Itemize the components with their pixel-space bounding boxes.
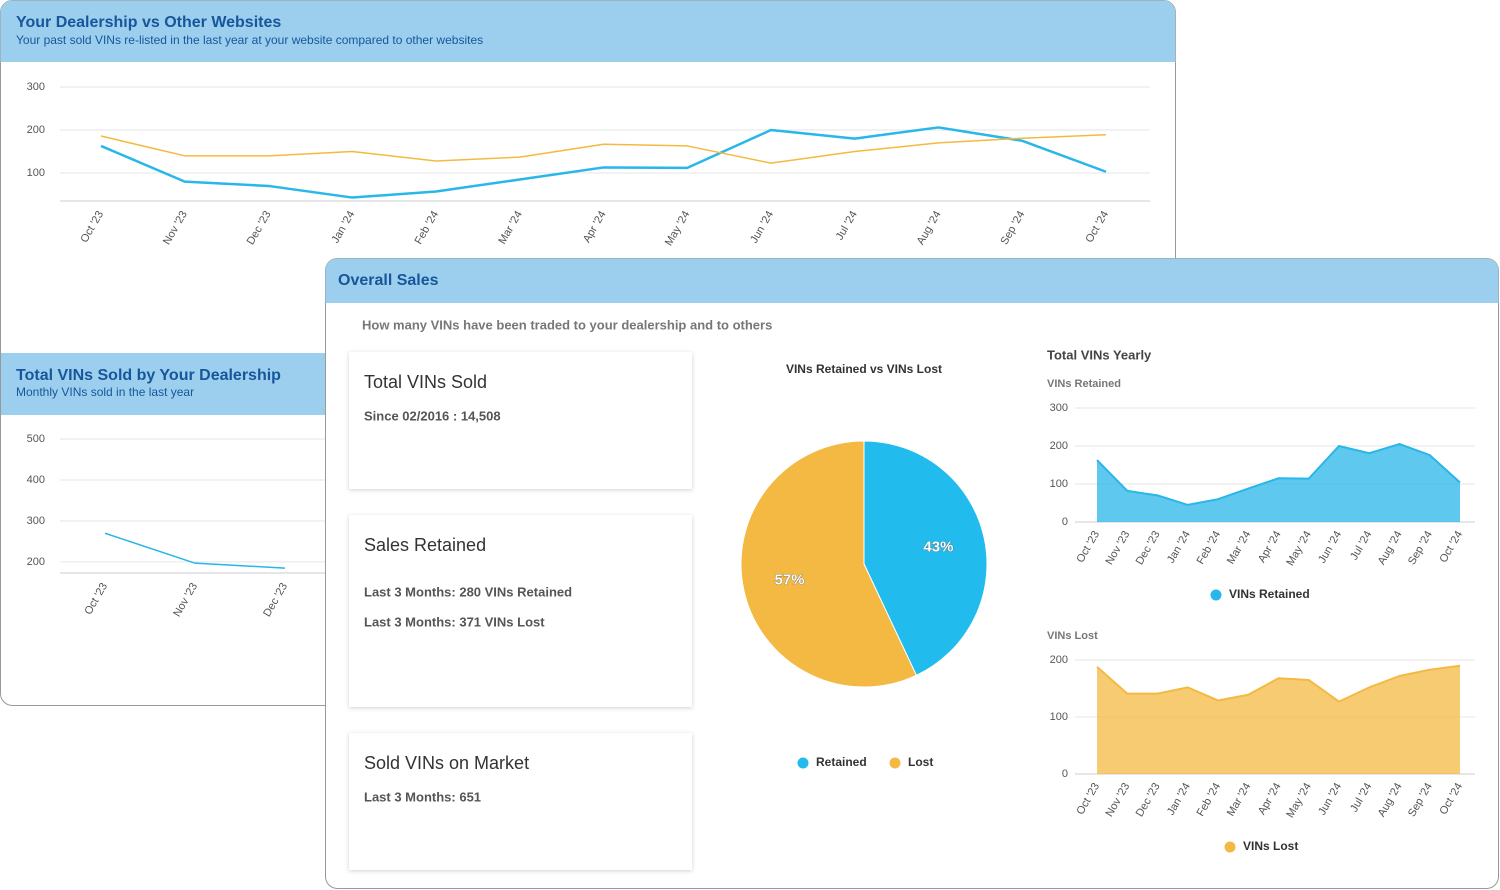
legend-marker bbox=[1210, 589, 1222, 601]
y-tick-label: 300 bbox=[27, 81, 45, 93]
y-tick-label: 300 bbox=[1050, 402, 1068, 414]
y-tick-label: 500 bbox=[27, 433, 45, 445]
card bbox=[349, 515, 692, 707]
series-line bbox=[100, 134, 1107, 164]
card-title: Sold VINs on Market bbox=[364, 753, 529, 773]
chart: VINs Retained vs VINs Lost 43% Retained 57%… bbox=[740, 362, 988, 769]
legend-label: Retained bbox=[816, 755, 867, 769]
pie-slice bbox=[740, 440, 918, 688]
card-line: Last 3 Months: 280 VINs Retained bbox=[364, 584, 572, 599]
pie-slice bbox=[863, 440, 988, 676]
card-line: Last 3 Months: 371 VINs Lost bbox=[364, 614, 545, 629]
series-line bbox=[100, 126, 1107, 199]
panel-subtitle: Your past sold VINs re-listed in the las… bbox=[16, 33, 483, 47]
panel-header bbox=[1, 353, 325, 415]
panel-title: Total VINs Sold by Your Dealership bbox=[16, 367, 281, 384]
series-line bbox=[104, 532, 286, 569]
y-tick-label: 200 bbox=[27, 556, 45, 568]
legend-label: VINs Lost bbox=[1243, 839, 1298, 853]
y-tick-label: 200 bbox=[27, 124, 45, 136]
pie-label: 57% bbox=[775, 572, 805, 589]
pie-label: 43% bbox=[923, 538, 953, 555]
chart-subtitle: VINs Lost bbox=[1047, 630, 1098, 642]
y-tick-label: 200 bbox=[1050, 654, 1068, 666]
section-title: Total VINs Yearly bbox=[1047, 347, 1152, 362]
card-line: Last 3 Months: 651 bbox=[364, 789, 481, 804]
panel-section: Total VINs Sold by Your Dealership Month… bbox=[1, 353, 325, 415]
series-area bbox=[1097, 444, 1460, 522]
legend-label: VINs Retained bbox=[1229, 587, 1310, 601]
panel-subtitle: Monthly VINs sold in the last year bbox=[16, 385, 194, 399]
panel-header bbox=[325, 258, 1499, 303]
chart-title: VINs Retained vs VINs Lost bbox=[786, 362, 942, 376]
legend-marker bbox=[797, 757, 809, 769]
y-tick-label: 400 bbox=[27, 474, 45, 486]
card bbox=[349, 352, 692, 489]
series-area bbox=[1097, 665, 1460, 774]
y-tick-label: 200 bbox=[1050, 440, 1068, 452]
y-tick-label: 100 bbox=[1050, 711, 1068, 723]
y-tick-label: 100 bbox=[27, 167, 45, 179]
y-tick-label: 0 bbox=[1062, 516, 1068, 528]
panel-title: Overall Sales bbox=[338, 272, 439, 289]
card-title: Sales Retained bbox=[364, 535, 486, 555]
series-line bbox=[1096, 664, 1461, 703]
chart-subtitle: VINs Retained bbox=[1047, 378, 1121, 390]
y-tick-label: 0 bbox=[1062, 768, 1068, 780]
card-title: Total VINs Sold bbox=[364, 372, 487, 392]
legend-label: Lost bbox=[908, 755, 933, 769]
legend-marker bbox=[889, 757, 901, 769]
series-line bbox=[1096, 443, 1461, 506]
y-tick-label: 300 bbox=[27, 515, 45, 527]
legend-marker bbox=[1224, 841, 1236, 853]
panel-title: Your Dealership vs Other Websites bbox=[16, 14, 281, 31]
panel-subtitle: How many VINs have been traded to your d… bbox=[362, 317, 772, 332]
panel-header bbox=[0, 0, 1176, 62]
y-tick-label: 100 bbox=[1050, 478, 1068, 490]
card bbox=[349, 733, 692, 870]
card-line: Since 02/2016 : 14,508 bbox=[364, 408, 501, 423]
